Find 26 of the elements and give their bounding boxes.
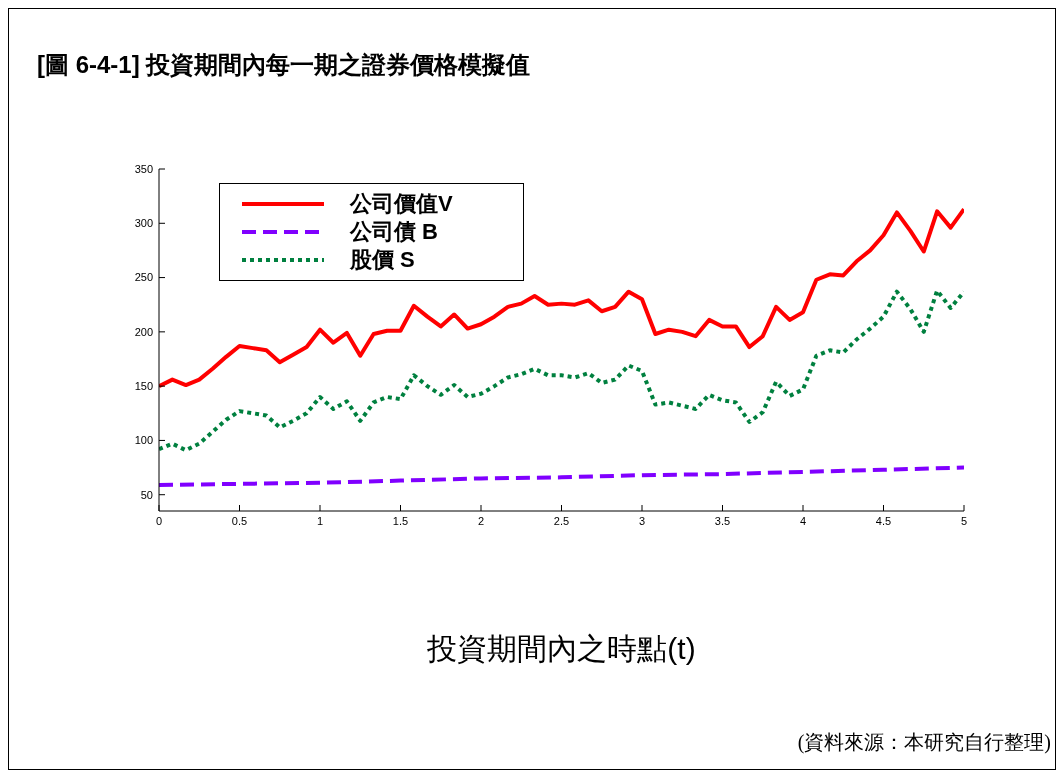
y-tick-label: 300 [134, 217, 153, 230]
x-tick-label: 4.5 [875, 514, 892, 527]
x-tick-label: 3 [638, 514, 646, 527]
x-tick-label: 4 [799, 514, 807, 527]
y-tick-label: 100 [134, 434, 153, 447]
x-tick-label: 1.5 [392, 514, 409, 527]
x-tick-label: 2.5 [553, 514, 570, 527]
legend-label: 股價 S [350, 246, 415, 274]
legend-label: 公司價值V [350, 190, 453, 218]
chart-title: [圖 6-4-1] 投資期間內每一期之證券價格模擬值 [37, 50, 531, 80]
x-tick-label: 3.5 [714, 514, 731, 527]
legend-label: 公司債 B [350, 218, 438, 246]
y-tick-label: 250 [134, 271, 153, 284]
line-series [159, 465, 964, 487]
x-tick-label: 2 [477, 514, 485, 527]
x-tick-label: 1 [316, 514, 324, 527]
text: (資料來源：本研究自行整理) [797, 730, 1051, 756]
x-tick-label: 5 [960, 514, 968, 527]
y-tick-label: 50 [140, 488, 153, 501]
y-tick-label: 200 [134, 325, 153, 338]
x-tick-label: 0 [155, 514, 163, 527]
x-tick-label: 0.5 [231, 514, 248, 527]
y-tick-label: 150 [134, 380, 153, 393]
y-tick-label: 350 [134, 162, 153, 175]
line-series [159, 288, 964, 453]
x-axis-title: 投資期間內之時點(t) [426, 631, 697, 667]
